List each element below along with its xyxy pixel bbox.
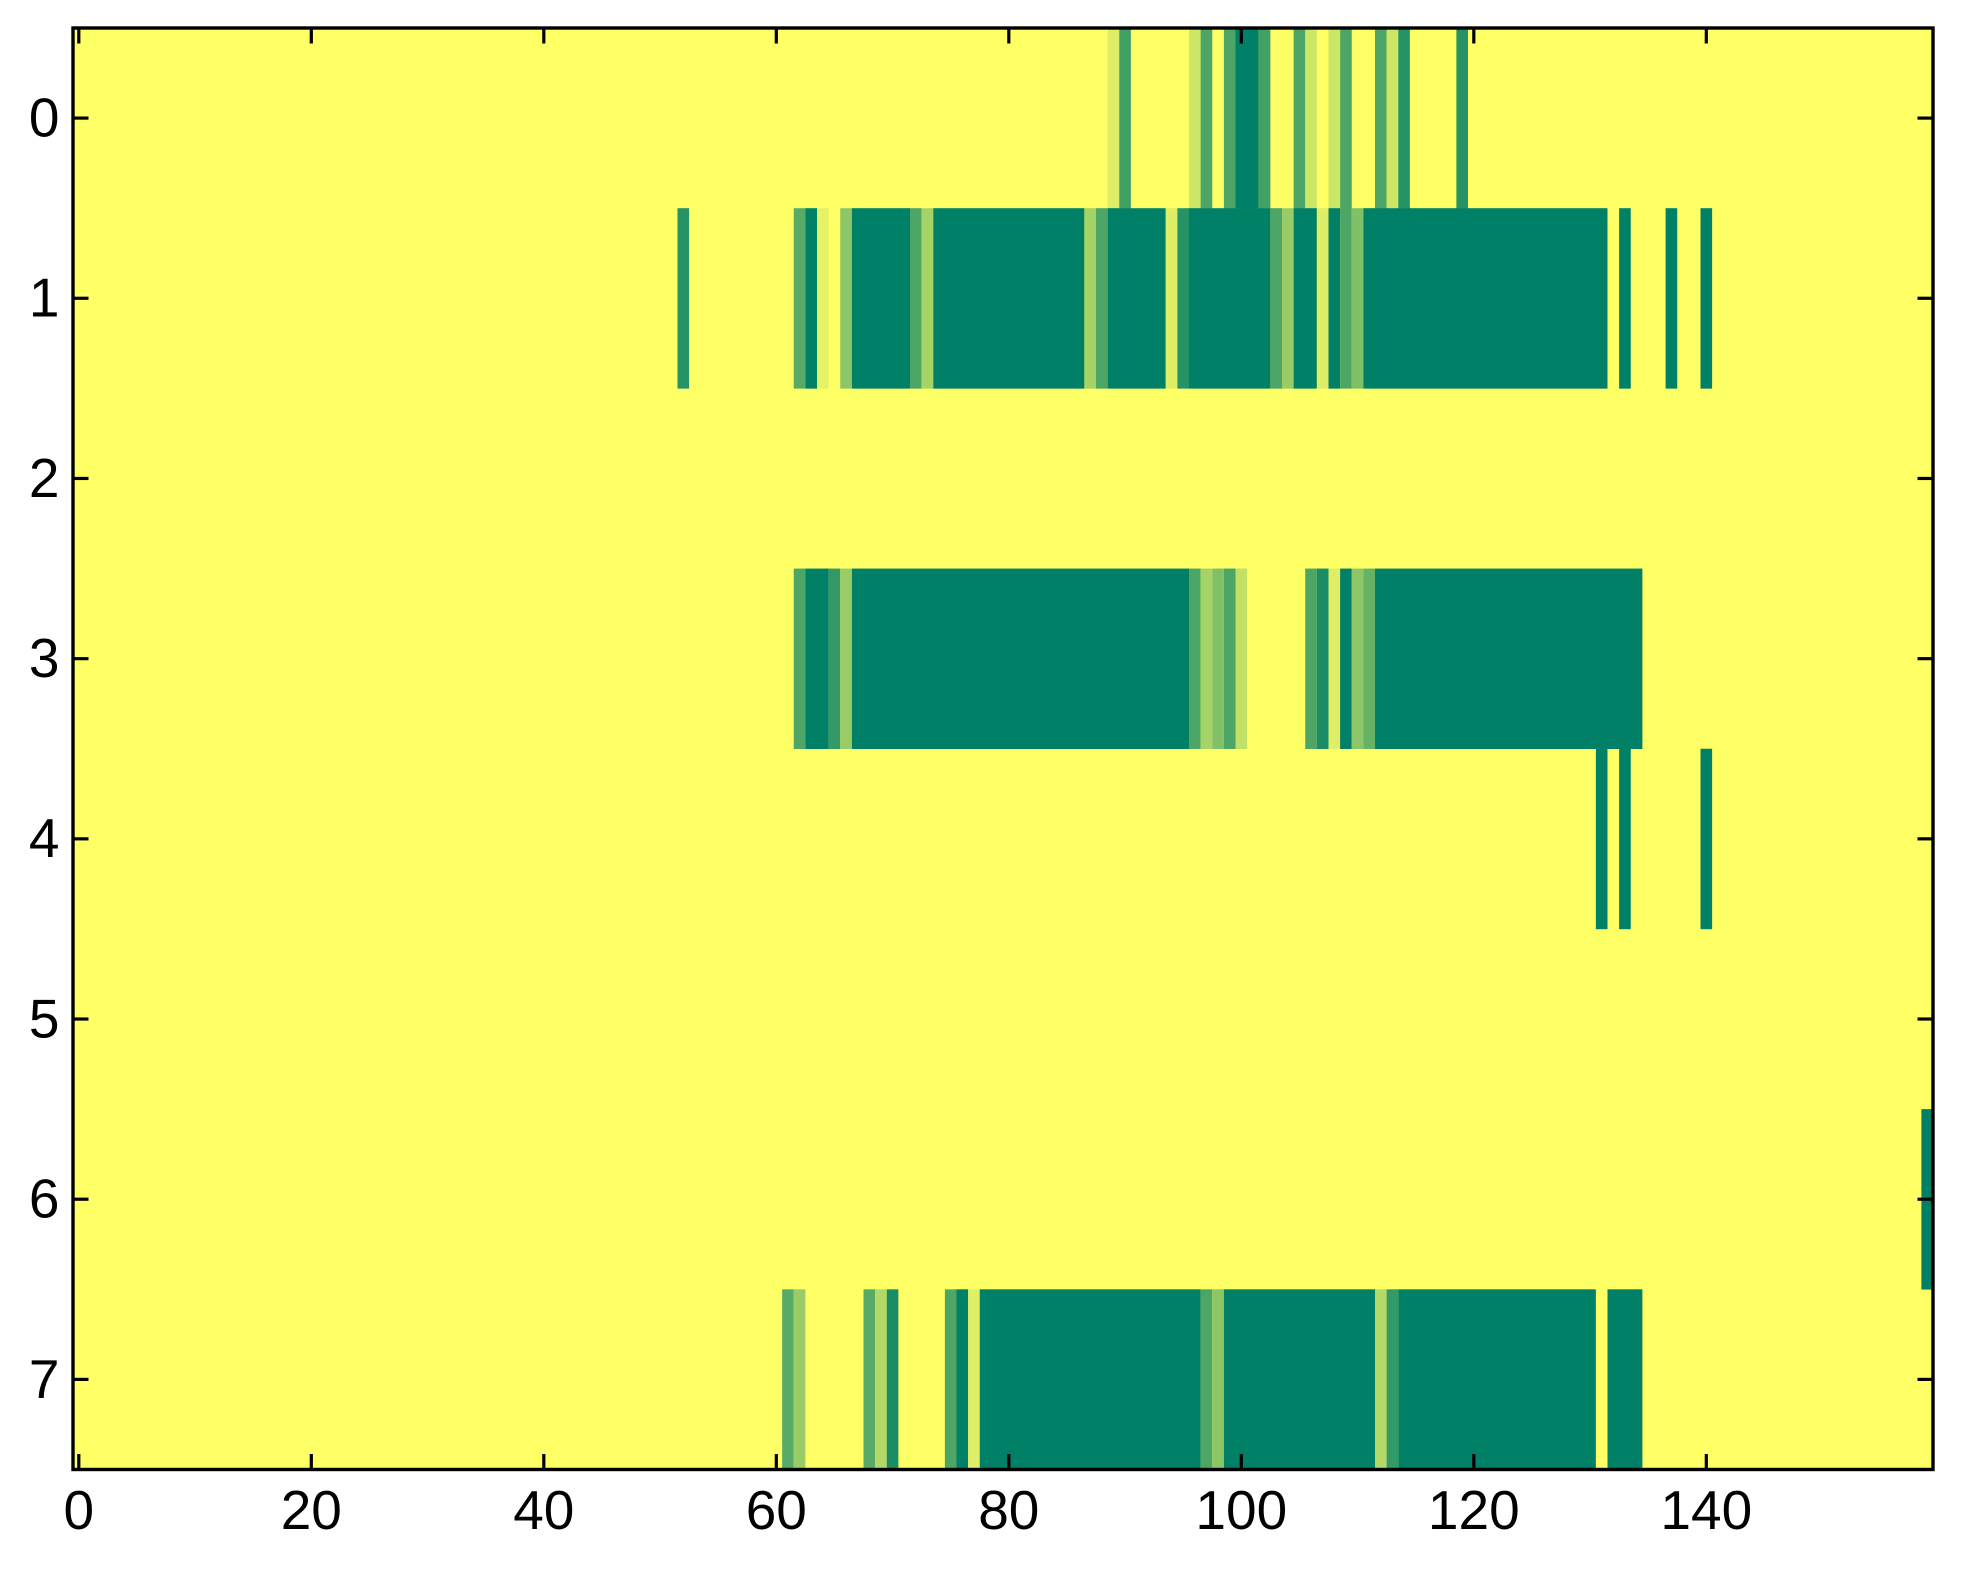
svg-text:60: 60 xyxy=(746,1479,807,1541)
svg-text:4: 4 xyxy=(29,807,60,869)
svg-text:6: 6 xyxy=(29,1168,60,1230)
svg-text:0: 0 xyxy=(29,86,60,148)
svg-text:5: 5 xyxy=(29,987,60,1049)
svg-text:140: 140 xyxy=(1660,1479,1752,1541)
svg-text:0: 0 xyxy=(64,1479,95,1541)
svg-text:80: 80 xyxy=(978,1479,1039,1541)
svg-text:7: 7 xyxy=(29,1348,60,1410)
svg-text:20: 20 xyxy=(281,1479,342,1541)
svg-text:40: 40 xyxy=(513,1479,574,1541)
svg-text:120: 120 xyxy=(1428,1479,1520,1541)
svg-text:2: 2 xyxy=(29,447,60,509)
svg-text:100: 100 xyxy=(1195,1479,1287,1541)
svg-text:1: 1 xyxy=(29,267,60,329)
svg-text:3: 3 xyxy=(29,627,60,689)
